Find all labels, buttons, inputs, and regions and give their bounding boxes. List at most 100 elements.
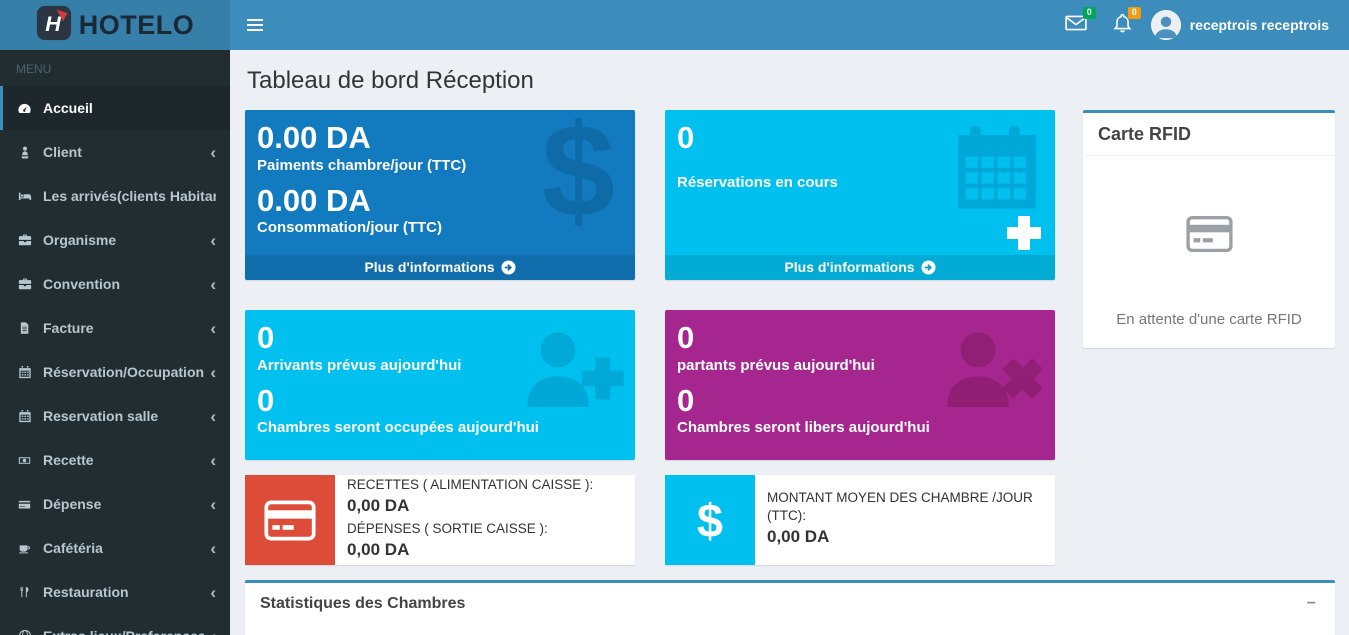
brand-logo[interactable]: H HOTELO [0, 0, 230, 50]
occupied-rooms-value: 0 [257, 382, 275, 418]
rfid-panel-title: Carte RFID [1083, 113, 1335, 156]
payments-box: 0.00 DA Paiments chambre/jour (TTC) 0.00… [245, 110, 635, 280]
sidebar-menu-header: MENU [16, 62, 52, 76]
user-times-watermark-icon [939, 328, 1045, 413]
briefcase-icon [15, 233, 34, 247]
sidebar-item-les-arrives[interactable]: Les arrivés(clients Habitants) [0, 174, 230, 218]
avg-room-value: 0,00 DA [767, 527, 830, 547]
dollar-icon: $ [665, 475, 755, 565]
file-text-icon [15, 321, 34, 335]
payments-more-info-link[interactable]: Plus d'informations [245, 255, 635, 280]
brand-name: HOTELO [78, 9, 195, 40]
sidebar-item-extras[interactable]: Extras lieux/Preferences ‹ [0, 614, 230, 635]
sidebar-item-label: Restauration [43, 584, 129, 600]
sidebar-item-label: Organisme [43, 232, 117, 248]
calendar-icon [15, 365, 34, 379]
credit-card-icon [15, 498, 34, 511]
bed-icon [15, 189, 34, 203]
top-bar: H HOTELO 0 [0, 0, 1349, 50]
reservations-value: 0 [677, 120, 695, 155]
sidebar-item-depense[interactable]: Dépense ‹ [0, 482, 230, 526]
navbar-right: 0 0 [1052, 0, 1349, 50]
chevron-left-icon: ‹ [210, 450, 216, 470]
credit-card-icon [245, 475, 335, 565]
user-name: receptrois receptrois [1189, 17, 1329, 33]
sidebar-item-reservation-occupation[interactable]: Réservation/Occupation ‹ [0, 350, 230, 394]
stats-panel: Statistiques des Chambres − [245, 580, 1335, 635]
more-info-label: Plus d'informations [364, 259, 495, 275]
chevron-left-icon: ‹ [210, 582, 216, 602]
rfid-status-text: En attente d'une carte RFID [1116, 311, 1302, 328]
reservations-label: Réservations en cours [677, 173, 838, 191]
sidebar-item-cafeteria[interactable]: Cafétéria ‹ [0, 526, 230, 570]
arrow-circle-right-icon [501, 259, 516, 275]
user-plus-watermark-icon [519, 328, 625, 413]
payments-value: 0.00 DA [257, 120, 371, 155]
chevron-left-icon: ‹ [210, 538, 216, 558]
chevron-left-icon: ‹ [210, 628, 216, 635]
arrow-circle-right-icon [921, 259, 936, 275]
sidebar-item-accueil[interactable]: Accueil [0, 86, 230, 130]
sidebar-item-facture[interactable]: Facture ‹ [0, 306, 230, 350]
dollar-watermark-icon: $ [541, 110, 615, 244]
sidebar-item-label: Réservation/Occupation [43, 364, 205, 380]
sidebar-toggle-icon[interactable] [230, 0, 280, 50]
sidebar-item-recette[interactable]: Recette ‹ [0, 438, 230, 482]
consumption-label: Consommation/jour (TTC) [257, 219, 442, 237]
user-menu[interactable]: receptrois receptrois [1145, 0, 1335, 50]
free-rooms-value: 0 [677, 382, 695, 418]
payments-label: Paiments chambre/jour (TTC) [257, 156, 467, 174]
chevron-left-icon: ‹ [210, 318, 216, 338]
messages-menu[interactable]: 0 [1052, 0, 1100, 50]
sidebar-item-label: Extras lieux/Preferences [43, 628, 204, 635]
sidebar-item-client[interactable]: Client ‹ [0, 130, 230, 174]
navbar: 0 0 [230, 0, 1349, 50]
bell-icon [1113, 13, 1132, 38]
chevron-left-icon: ‹ [210, 494, 216, 514]
sidebar-item-reservation-salle[interactable]: Reservation salle ‹ [0, 394, 230, 438]
cutlery-icon [15, 585, 34, 599]
notifications-menu[interactable]: 0 [1100, 0, 1145, 50]
collapse-minus-icon[interactable]: − [1306, 595, 1316, 612]
sidebar-item-label: Cafétéria [43, 540, 103, 556]
user-icon [15, 145, 34, 160]
sidebar-item-organisme[interactable]: Organisme ‹ [0, 218, 230, 262]
consumption-value: 0.00 DA [257, 182, 371, 218]
sidebar-item-label: Accueil [43, 100, 93, 116]
arrivals-value: 0 [257, 320, 275, 355]
chevron-left-icon: ‹ [210, 406, 216, 426]
sidebar: MENU Accueil Client ‹ Les arrivés(client… [0, 50, 230, 635]
depenses-value: 0,00 DA [347, 540, 410, 560]
sidebar-item-restauration[interactable]: Restauration ‹ [0, 570, 230, 614]
more-info-label: Plus d'informations [784, 259, 915, 275]
depenses-label: DÉPENSES ( SORTIE CAISSE ): [347, 521, 548, 536]
reservations-box: 0 Réservations en cours [665, 110, 1055, 280]
user-avatar [1150, 10, 1181, 40]
plus-icon [1007, 216, 1041, 250]
recettes-label: RECETTES ( ALIMENTATION CAISSE ): [347, 476, 594, 492]
sidebar-item-label: Recette [43, 452, 94, 468]
chevron-left-icon: ‹ [210, 362, 216, 382]
calendar-watermark-icon [955, 122, 1039, 219]
coffee-cup-icon [15, 542, 34, 555]
arrivals-box: 0 Arrivants prévus aujourd'hui 0 Chambre… [245, 310, 635, 460]
stats-panel-title: Statistiques des Chambres [260, 595, 466, 612]
envelope-icon [1064, 14, 1087, 37]
sidebar-item-label: Dépense [43, 496, 102, 512]
svg-text:H: H [45, 11, 61, 36]
chevron-left-icon: ‹ [210, 230, 216, 250]
avg-room-label: MONTANT MOYEN DES CHAMBRE /JOUR (TTC): [767, 489, 1033, 524]
sidebar-item-label: Reservation salle [43, 408, 159, 424]
globe-icon [15, 629, 34, 635]
reservations-more-info-link[interactable]: Plus d'informations [665, 255, 1055, 280]
sidebar-item-label: Facture [43, 320, 94, 336]
page-title: Tableau de bord Réception [247, 67, 534, 94]
sidebar-item-convention[interactable]: Convention ‹ [0, 262, 230, 306]
sidebar-item-label: Client [43, 144, 82, 160]
free-rooms-label: Chambres seront libers aujourd'hui [677, 419, 930, 437]
hotelo-logo-icon: H [36, 5, 72, 46]
notifications-count-badge: 0 [1127, 7, 1141, 19]
chevron-left-icon: ‹ [210, 274, 216, 294]
departures-box: 0 partants prévus aujourd'hui 0 Chambres… [665, 310, 1055, 460]
